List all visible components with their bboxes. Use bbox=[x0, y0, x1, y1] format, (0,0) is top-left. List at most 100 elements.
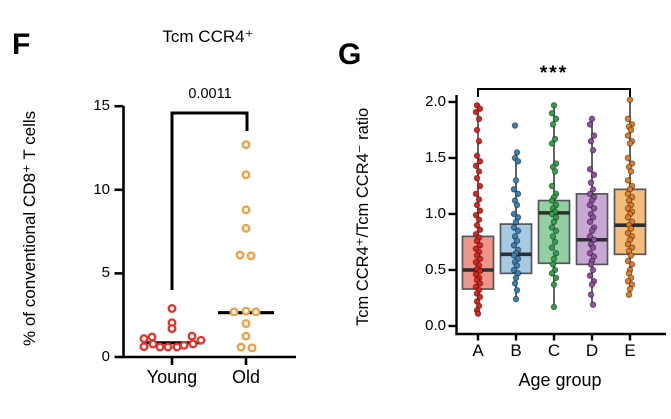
g-a-data-point bbox=[476, 267, 484, 275]
f-old-data-point bbox=[247, 343, 257, 353]
g-d-data-point bbox=[589, 244, 597, 251]
panel-f-category-young: Young bbox=[146, 367, 198, 387]
g-e-data-point bbox=[628, 261, 636, 268]
panel-g-category-a: A bbox=[472, 341, 484, 360]
f-young-data-point bbox=[172, 342, 182, 352]
panel-f-letter: F bbox=[12, 28, 32, 61]
panel-f-ytick-15: 15 bbox=[93, 97, 110, 114]
g-a-data-point bbox=[472, 190, 480, 198]
f-young-data-point bbox=[187, 331, 197, 341]
g-c-data-point bbox=[551, 135, 559, 143]
g-c-data-point bbox=[548, 244, 556, 251]
g-a-data-point bbox=[472, 108, 480, 116]
f-old-data-point bbox=[241, 170, 251, 180]
panel-g-category-d: D bbox=[585, 341, 599, 360]
g-e-data-point bbox=[624, 277, 632, 285]
g-d-data-point bbox=[590, 205, 598, 212]
g-e-data-point bbox=[627, 126, 635, 134]
g-b-data-point bbox=[510, 186, 518, 193]
g-d-data-point bbox=[586, 201, 594, 209]
g-c-data-point bbox=[549, 233, 557, 240]
g-a-data-point bbox=[476, 255, 484, 263]
f-old-data-point bbox=[246, 251, 256, 261]
g-b-data-point bbox=[514, 227, 522, 235]
panel-f-ytick-5: 5 bbox=[101, 264, 110, 281]
g-d-data-point bbox=[588, 227, 596, 235]
g-d-data-point bbox=[590, 132, 598, 139]
g-a-data-point bbox=[472, 211, 480, 219]
g-a-data-point bbox=[475, 115, 483, 123]
g-b-data-point bbox=[510, 252, 518, 259]
f-old-data-point bbox=[241, 140, 251, 150]
panel-g-ytick-1.5: 1.5 bbox=[425, 149, 446, 166]
g-b-data-point bbox=[511, 280, 519, 287]
g-a-data-point bbox=[473, 174, 481, 182]
g-d-data-point bbox=[586, 272, 594, 279]
panel-f-ytick-10: 10 bbox=[93, 181, 110, 198]
panel-g-y-axis-label: Tcm CCR4⁺/Tcm CCR4⁻ ratio bbox=[354, 107, 372, 327]
g-e-data-point bbox=[624, 214, 632, 221]
g-b-data-point bbox=[511, 122, 519, 129]
g-b-data-point bbox=[512, 295, 520, 303]
g-e-data-point bbox=[624, 177, 632, 184]
g-c-data-point bbox=[548, 109, 556, 117]
g-d-data-point bbox=[588, 281, 596, 288]
f-young-data-point bbox=[167, 324, 177, 334]
g-b-data-point bbox=[510, 266, 518, 274]
g-c-data-point bbox=[548, 140, 556, 147]
f-old-data-point bbox=[236, 342, 246, 352]
g-a-data-point bbox=[476, 207, 484, 214]
f-young-data-point bbox=[147, 332, 157, 342]
g-c-data-point bbox=[551, 168, 559, 175]
f-significance-bracket bbox=[170, 111, 249, 290]
g-d-data-point bbox=[587, 137, 595, 145]
g-c-data-point bbox=[548, 182, 556, 190]
g-d-data-point bbox=[589, 301, 597, 308]
g-b-data-point bbox=[512, 177, 520, 184]
g-a-data-point bbox=[472, 162, 480, 170]
g-c-data-point bbox=[550, 281, 558, 288]
g-e-data-point bbox=[624, 190, 632, 198]
g-a-data-point bbox=[476, 105, 484, 112]
g-significance-bracket bbox=[477, 88, 631, 97]
g-b-data-point bbox=[513, 237, 521, 245]
panel-g-category-b: B bbox=[510, 341, 522, 360]
g-d-data-point bbox=[589, 146, 597, 154]
f-young-data-point bbox=[148, 339, 158, 349]
g-d-data-point bbox=[589, 186, 597, 193]
g-c-data-point bbox=[549, 261, 557, 268]
g-e-data-point bbox=[626, 140, 634, 147]
g-b-data-point bbox=[514, 158, 522, 165]
g-c-data-point bbox=[548, 197, 556, 204]
g-d-data-point bbox=[587, 291, 595, 298]
g-d-data-point bbox=[587, 179, 595, 186]
g-b-data-point bbox=[512, 218, 520, 226]
g-e-data-point bbox=[627, 225, 635, 232]
g-a-data-point bbox=[475, 196, 483, 203]
g-a-data-point bbox=[473, 152, 481, 160]
g-e-data-point bbox=[624, 257, 632, 265]
panel-g-x-axis-label: Age group bbox=[518, 370, 602, 390]
f-old-data-point bbox=[241, 319, 251, 329]
g-axes bbox=[455, 95, 666, 336]
g-d-data-point bbox=[586, 121, 594, 128]
f-young-data-point bbox=[179, 340, 189, 350]
panel-g-significance-stars: *** bbox=[539, 63, 569, 84]
g-a-data-point bbox=[473, 126, 481, 134]
panel-g-category-c: C bbox=[547, 341, 561, 360]
g-a-data-point bbox=[473, 221, 481, 229]
g-d-data-point bbox=[590, 171, 598, 179]
g-b-data-point bbox=[513, 149, 521, 156]
g-c-data-point bbox=[552, 227, 560, 235]
g-d-data-point bbox=[586, 218, 594, 226]
g-c-data-point bbox=[550, 102, 558, 109]
panel-f-category-old: Old bbox=[231, 367, 260, 387]
g-c-data-point bbox=[552, 249, 560, 257]
g-b-data-point bbox=[510, 210, 518, 218]
f-young-data-point bbox=[139, 334, 149, 344]
f-old-data-point bbox=[235, 250, 245, 260]
panel-f-ytick-0: 0 bbox=[101, 348, 110, 365]
g-e-data-point bbox=[627, 252, 635, 259]
g-d-data-point bbox=[586, 165, 594, 173]
